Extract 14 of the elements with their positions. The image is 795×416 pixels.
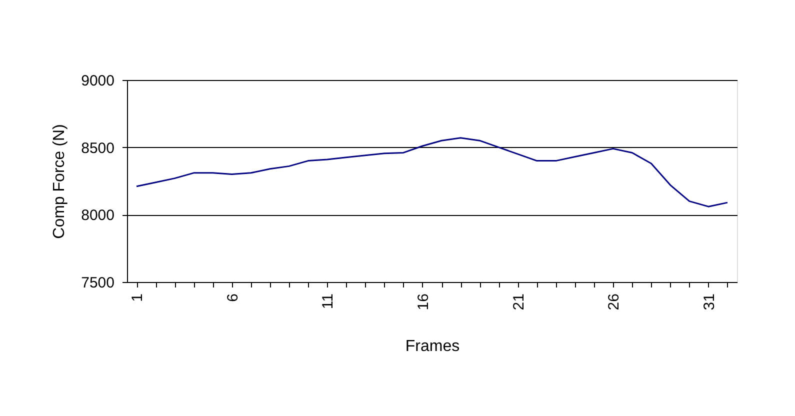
x-tick-label: 31 [700, 294, 718, 310]
y-tick-label: 7500 [81, 274, 114, 292]
x-tick-label: 6 [224, 294, 242, 302]
y-tick-label: 8500 [81, 140, 114, 157]
x-tick-label: 16 [414, 294, 432, 310]
line-series [136, 137, 728, 208]
x-axis-title: Frames [405, 338, 460, 356]
x-tick-label: 1 [129, 294, 146, 302]
x-tick-label: 21 [510, 294, 528, 310]
y-tick-label: 8000 [81, 207, 114, 224]
y-tick-label: 9000 [81, 72, 114, 90]
y-axis-title: Comp Force (N) [51, 124, 68, 239]
x-tick-label: 26 [606, 294, 623, 310]
x-tick-label: 11 [320, 294, 337, 310]
